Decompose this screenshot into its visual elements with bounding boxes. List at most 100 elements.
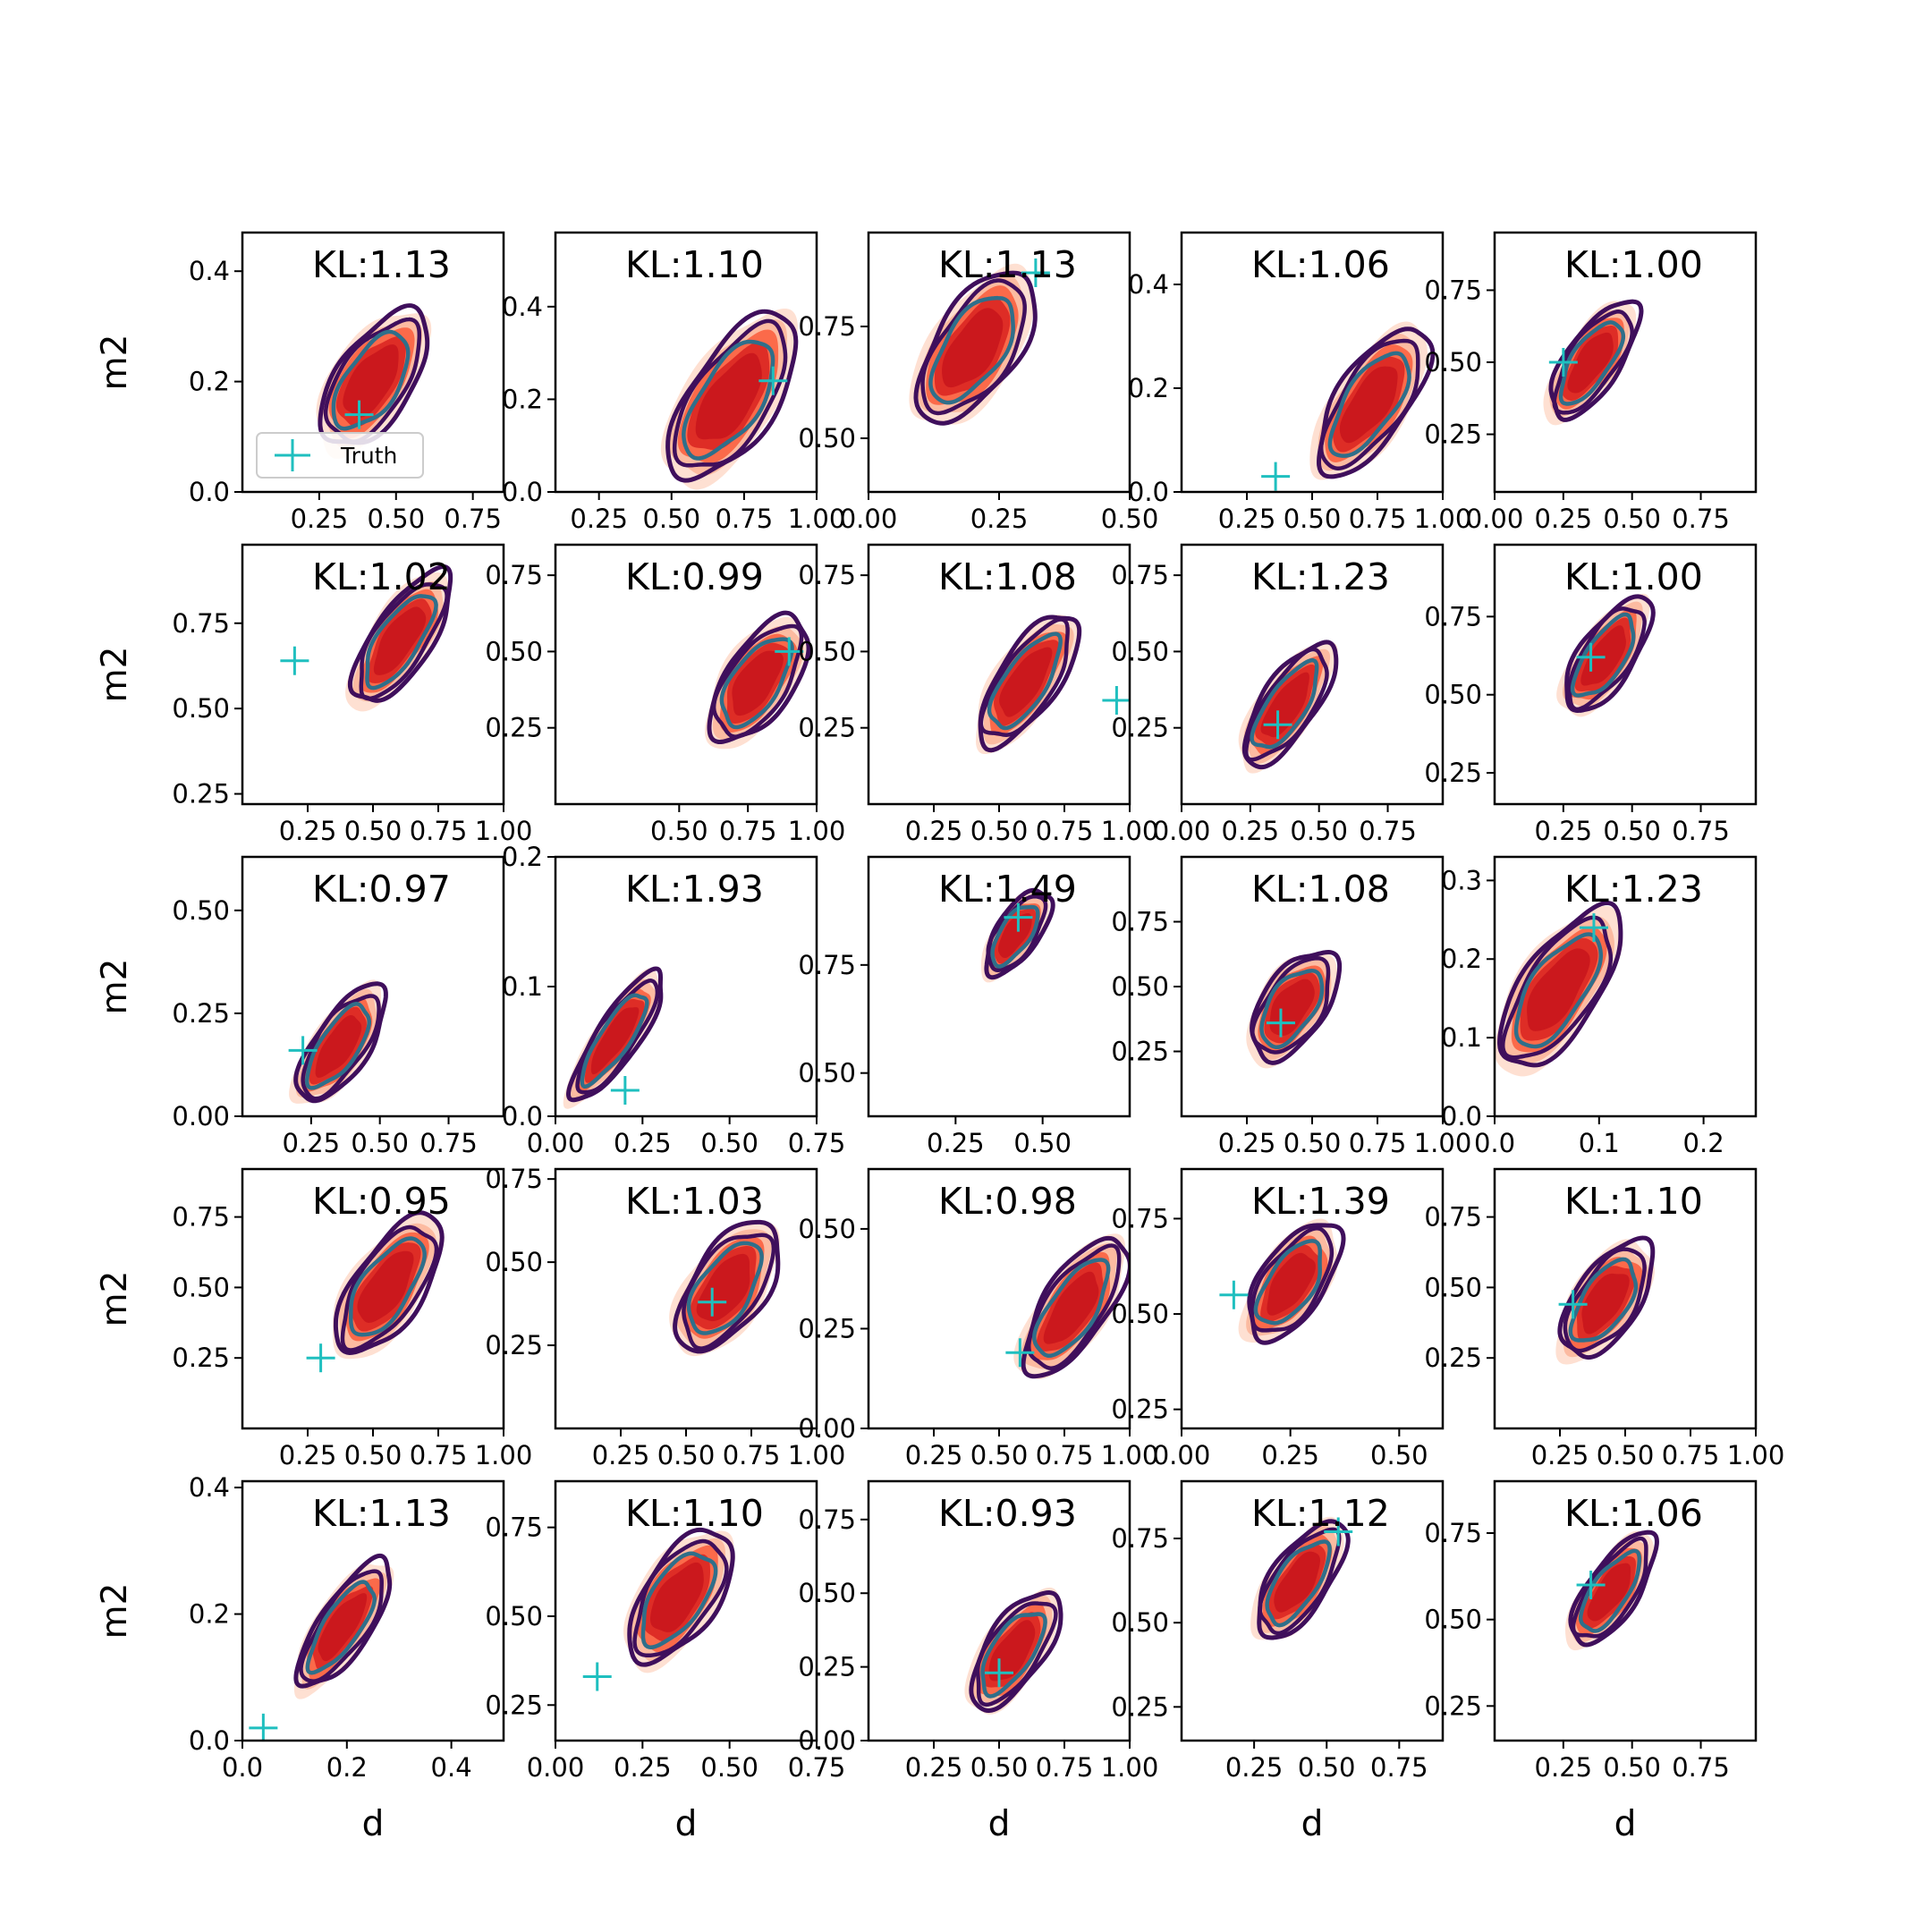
kl-title: KL:1.06 (1564, 1492, 1703, 1535)
x-axis-label: d (675, 1804, 698, 1844)
kl-title: KL:1.02 (312, 555, 451, 598)
x-tick-label: 1.00 (1101, 1752, 1159, 1783)
x-tick-label: 0.75 (1672, 1752, 1730, 1783)
y-tick-label: 0.25 (1111, 713, 1169, 743)
contour-inner (305, 1580, 377, 1675)
y-tick-label: 0.75 (1111, 560, 1169, 590)
truth-marker (306, 1343, 335, 1373)
kl-title: KL:1.03 (625, 1180, 764, 1223)
y-axis-label: m2 (95, 1583, 135, 1640)
contour-inner (1327, 351, 1411, 458)
truth-marker (1005, 1338, 1035, 1368)
x-tick-label: 0.25 (1535, 816, 1593, 846)
x-tick-label: 0.75 (723, 1440, 781, 1470)
subplot-2-4: 0.00 0.25 0.50 0.75 0.25 0.50 0.75 KL:1.23 (1111, 543, 1445, 846)
axes-frame (554, 1479, 818, 1742)
y-tick-label: 0.00 (172, 1101, 230, 1131)
x-tick-label: 0.50 (367, 504, 425, 534)
x-tick-label: 0.75 (1662, 1440, 1720, 1470)
contour-outer (1241, 640, 1339, 770)
y-tick-label: 0.75 (172, 608, 230, 639)
axes-frame (554, 543, 818, 806)
x-tick-label: 0.75 (1672, 816, 1730, 846)
x-tick-label: 0.75 (1036, 816, 1094, 846)
density-fill-level-5 (1527, 948, 1590, 1031)
density-fill-level-5 (696, 1253, 750, 1322)
subplot-1-5: 0.00 0.25 0.50 0.75 0.25 0.50 0.75 KL:1.00 (1424, 231, 1758, 534)
truth-marker (249, 1713, 278, 1741)
x-tick-label: 0.50 (344, 1440, 402, 1470)
x-tick-label: 0.2 (1683, 1128, 1724, 1158)
contour-inner (1250, 657, 1319, 750)
density-fill-level-5 (988, 1620, 1036, 1682)
contour-middle (672, 318, 788, 468)
x-tick-label: 0.75 (719, 816, 777, 846)
x-tick-label: 0.75 (788, 1752, 846, 1783)
y-tick-label: 0.50 (1424, 680, 1482, 710)
x-tick-label: 0.75 (1349, 1128, 1407, 1158)
contour-middle (682, 1233, 776, 1351)
y-tick-label: 0.0 (502, 477, 543, 507)
contour-outer (913, 270, 1038, 426)
x-tick-label: 0.25 (279, 1440, 337, 1470)
x-tick-label: 1.00 (788, 504, 846, 534)
y-tick-label: 0.75 (1111, 907, 1169, 937)
density-layer (316, 303, 432, 459)
x-tick-label: 0.75 (410, 1440, 468, 1470)
x-tick-label: 0.25 (905, 1440, 963, 1470)
contour-middle (1501, 915, 1614, 1060)
density-fill-level-5 (590, 1007, 640, 1075)
axes-frame (241, 231, 505, 494)
contour-inner (987, 631, 1063, 731)
contour-middle (979, 617, 1070, 737)
x-tick-label: 0.75 (1672, 504, 1730, 534)
truth-marker (1576, 1571, 1606, 1599)
y-tick-label: 0.1 (502, 971, 543, 1002)
density-layer (660, 308, 799, 490)
x-tick-label: 0.25 (291, 504, 349, 534)
y-tick-label: 0.25 (485, 1690, 543, 1720)
axes-frame (241, 1479, 505, 1742)
x-tick-label: 0.2 (326, 1752, 368, 1783)
y-tick-label: 0.75 (798, 560, 856, 590)
subplot-3-3: 0.25 0.50 0.50 0.75 KL:1.49 (798, 855, 1131, 1158)
axes-frame (1180, 1167, 1445, 1430)
contour-outer (665, 309, 799, 483)
y-tick-label: 0.0 (189, 1725, 230, 1756)
contour-middle (1258, 1527, 1342, 1636)
truth-marker (582, 1662, 612, 1691)
contour-inner (686, 1241, 764, 1335)
y-tick-label: 0.4 (502, 292, 543, 322)
subplot-5-3: 0.25 0.50 0.75 1.000.000.250.500.75 KL:0.93d (798, 1479, 1159, 1844)
kl-title: KL:1.00 (1564, 555, 1703, 598)
contour-inner (640, 1551, 718, 1650)
x-tick-label: 0.25 (905, 816, 963, 846)
truth-marker (288, 1036, 318, 1065)
y-tick-label: 0.50 (1424, 1272, 1482, 1302)
y-tick-label: 0.25 (172, 998, 230, 1029)
contour-outer (969, 1589, 1063, 1714)
legend-label: Truth (340, 443, 397, 469)
contour-inner (349, 1236, 427, 1337)
x-tick-label: 0.75 (1036, 1752, 1094, 1783)
contour-middle (975, 1601, 1058, 1707)
truth-marker (1579, 913, 1608, 943)
y-tick-label: 0.25 (1424, 1343, 1482, 1373)
contour-middle (1250, 956, 1331, 1055)
y-tick-label: 0.25 (1424, 1690, 1482, 1721)
kl-title: KL:1.49 (938, 868, 1077, 911)
kl-title: KL:1.10 (1564, 1180, 1703, 1223)
x-tick-label: 0.50 (1284, 1128, 1342, 1158)
density-layer (669, 1219, 781, 1357)
subplot-5-4: 0.25 0.50 0.75 0.25 0.50 0.75 KL:1.12 d (1111, 1479, 1445, 1844)
x-tick-label: 0.75 (716, 504, 774, 534)
density-layer (288, 979, 388, 1104)
density-layer (1250, 1516, 1353, 1640)
y-tick-label: 0.25 (798, 1652, 856, 1682)
x-tick-label: 0.25 (614, 1752, 672, 1783)
truth-marker (1021, 258, 1050, 287)
density-layer (1246, 950, 1343, 1069)
subplot-5-5: 0.25 0.50 0.75 0.25 0.50 0.75 KL:1.06 d (1424, 1479, 1758, 1844)
x-tick-label: 0.25 (614, 1128, 672, 1158)
